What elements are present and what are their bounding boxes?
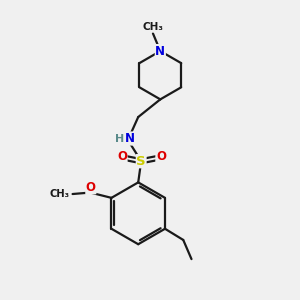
Text: O: O xyxy=(86,181,96,194)
Text: O: O xyxy=(117,150,127,163)
Text: S: S xyxy=(136,155,146,168)
Text: H: H xyxy=(115,134,124,143)
Text: O: O xyxy=(156,150,166,163)
Text: N: N xyxy=(124,132,134,145)
Text: N: N xyxy=(155,45,165,58)
Text: CH₃: CH₃ xyxy=(49,189,69,199)
Text: CH₃: CH₃ xyxy=(142,22,164,32)
